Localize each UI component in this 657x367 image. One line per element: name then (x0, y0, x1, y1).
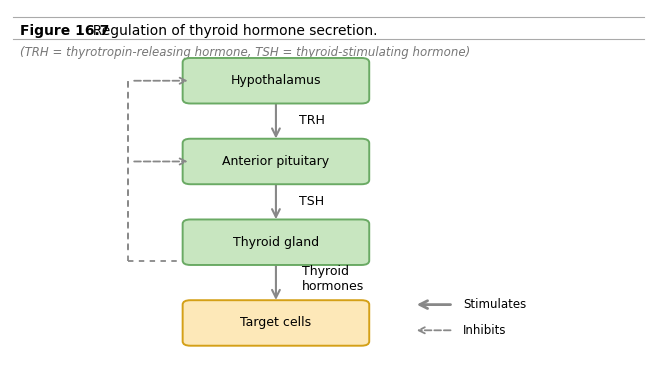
Text: (TRH = thyrotropin-releasing hormone, TSH = thyroid-stimulating hormone): (TRH = thyrotropin-releasing hormone, TS… (20, 46, 470, 59)
Text: Inhibits: Inhibits (463, 324, 507, 337)
Text: Thyroid
hormones: Thyroid hormones (302, 265, 365, 293)
Text: Regulation of thyroid hormone secretion.: Regulation of thyroid hormone secretion. (84, 24, 378, 38)
Text: Figure 16.7: Figure 16.7 (20, 24, 109, 38)
FancyBboxPatch shape (183, 58, 369, 103)
FancyBboxPatch shape (183, 139, 369, 184)
Text: TRH: TRH (299, 114, 325, 127)
Text: Target cells: Target cells (240, 316, 311, 330)
Text: Stimulates: Stimulates (463, 298, 526, 311)
Text: Thyroid gland: Thyroid gland (233, 236, 319, 249)
Text: Hypothalamus: Hypothalamus (231, 74, 321, 87)
FancyBboxPatch shape (183, 219, 369, 265)
FancyBboxPatch shape (183, 300, 369, 346)
Text: Anterior pituitary: Anterior pituitary (222, 155, 330, 168)
Text: TSH: TSH (299, 195, 324, 208)
